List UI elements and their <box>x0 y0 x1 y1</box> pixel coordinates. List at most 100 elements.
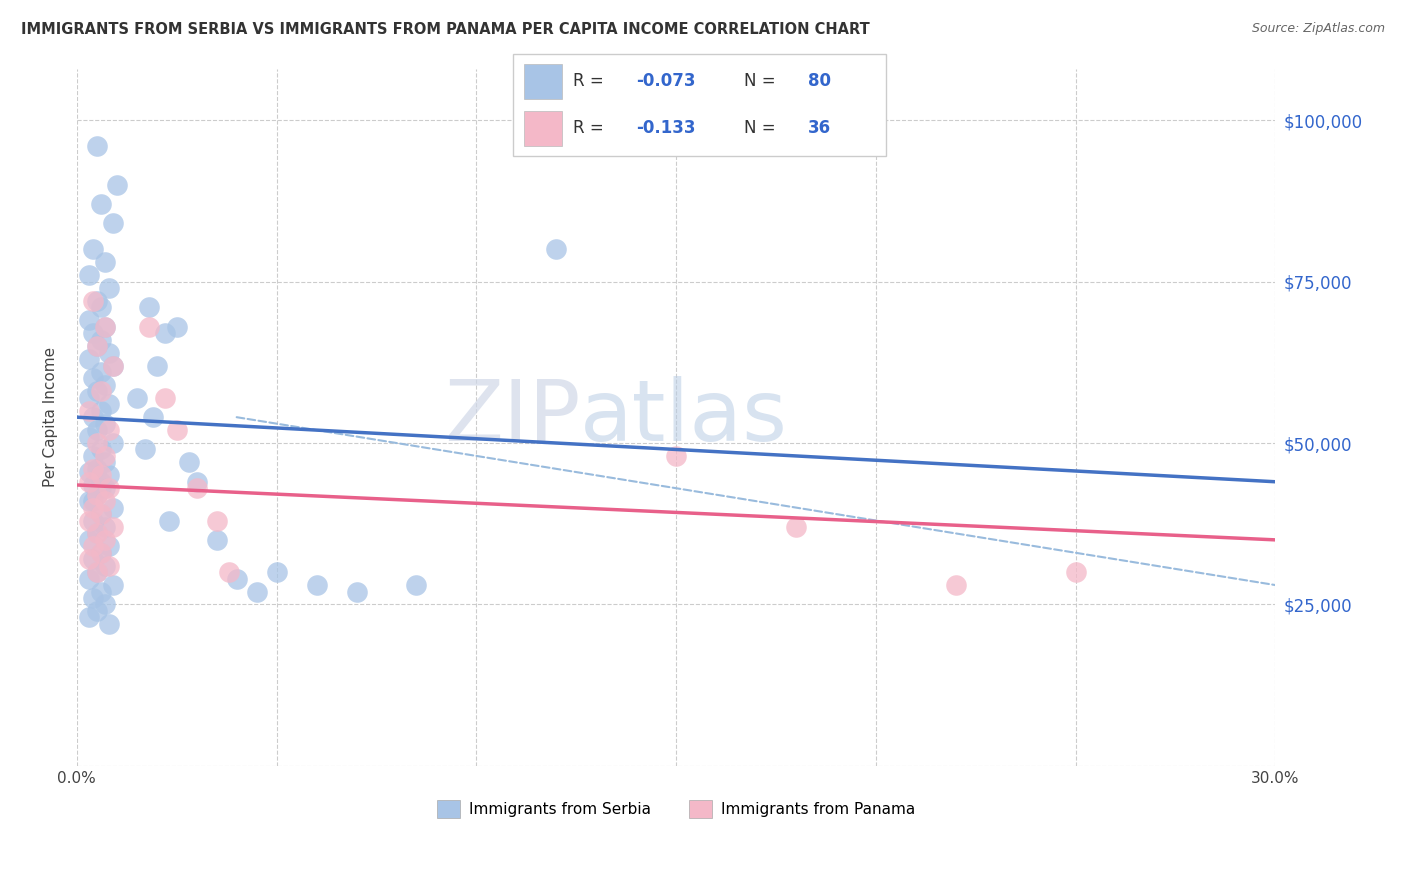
Point <box>94 255 117 269</box>
Point <box>90 333 112 347</box>
Point <box>86 139 108 153</box>
Point <box>94 319 117 334</box>
Point <box>101 359 124 373</box>
Point <box>82 552 104 566</box>
Point <box>97 558 120 573</box>
Point <box>86 339 108 353</box>
Point <box>82 326 104 341</box>
Point <box>77 465 100 479</box>
Point <box>94 558 117 573</box>
Point <box>77 429 100 443</box>
Point <box>205 533 228 547</box>
Point <box>218 565 240 579</box>
Y-axis label: Per Capita Income: Per Capita Income <box>44 347 58 487</box>
Point <box>101 500 124 515</box>
Point <box>94 378 117 392</box>
Point <box>82 410 104 425</box>
Point <box>166 319 188 334</box>
Text: -0.073: -0.073 <box>636 72 696 90</box>
Point <box>86 604 108 618</box>
Point <box>97 397 120 411</box>
Point <box>94 455 117 469</box>
Point <box>77 533 100 547</box>
Text: R =: R = <box>572 120 609 137</box>
Point <box>346 584 368 599</box>
Point <box>86 488 108 502</box>
Point <box>77 610 100 624</box>
Point <box>82 591 104 605</box>
Point <box>546 243 568 257</box>
Point <box>90 584 112 599</box>
Point <box>146 359 169 373</box>
Point <box>86 462 108 476</box>
Point <box>77 572 100 586</box>
Point <box>94 520 117 534</box>
Point <box>86 384 108 399</box>
Point <box>101 436 124 450</box>
Text: IMMIGRANTS FROM SERBIA VS IMMIGRANTS FROM PANAMA PER CAPITA INCOME CORRELATION C: IMMIGRANTS FROM SERBIA VS IMMIGRANTS FRO… <box>21 22 870 37</box>
Text: 36: 36 <box>807 120 831 137</box>
Text: ZIP: ZIP <box>444 376 581 458</box>
Point <box>1064 565 1087 579</box>
Point <box>101 359 124 373</box>
Text: N =: N = <box>744 120 782 137</box>
Point <box>90 546 112 560</box>
Point <box>77 403 100 417</box>
Text: 80: 80 <box>807 72 831 90</box>
Point <box>153 391 176 405</box>
Point <box>90 546 112 560</box>
Point <box>186 481 208 495</box>
Point <box>90 403 112 417</box>
Point <box>94 598 117 612</box>
Point <box>90 384 112 399</box>
Point <box>186 475 208 489</box>
Point <box>90 507 112 521</box>
Point <box>86 526 108 541</box>
Point <box>101 217 124 231</box>
Point <box>82 462 104 476</box>
Point <box>101 578 124 592</box>
Point <box>94 533 117 547</box>
Point <box>77 514 100 528</box>
FancyBboxPatch shape <box>513 54 886 156</box>
Point <box>94 319 117 334</box>
Point <box>97 539 120 553</box>
Point <box>101 520 124 534</box>
Point <box>77 391 100 405</box>
Point <box>86 565 108 579</box>
Point <box>90 475 112 489</box>
Point <box>305 578 328 592</box>
Point <box>105 178 128 192</box>
Point <box>90 301 112 315</box>
Point <box>246 584 269 599</box>
Point <box>94 449 117 463</box>
FancyBboxPatch shape <box>524 111 561 145</box>
Point <box>90 507 112 521</box>
Point <box>142 410 165 425</box>
Point <box>82 494 104 508</box>
Point <box>82 243 104 257</box>
Point <box>82 539 104 553</box>
Point <box>90 197 112 211</box>
Point <box>153 326 176 341</box>
Point <box>205 514 228 528</box>
Text: N =: N = <box>744 72 782 90</box>
Point <box>225 572 247 586</box>
Point <box>77 313 100 327</box>
Point <box>138 301 160 315</box>
Point <box>86 488 108 502</box>
Point <box>77 494 100 508</box>
Point <box>77 352 100 367</box>
Point <box>86 423 108 437</box>
Point <box>177 455 200 469</box>
Point <box>97 281 120 295</box>
Point <box>157 514 180 528</box>
Point <box>945 578 967 592</box>
Point <box>90 481 112 495</box>
Point <box>82 478 104 492</box>
Point <box>77 475 100 489</box>
Point <box>90 468 112 483</box>
Legend: Immigrants from Serbia, Immigrants from Panama: Immigrants from Serbia, Immigrants from … <box>430 794 921 824</box>
Point <box>97 468 120 483</box>
Point <box>134 442 156 457</box>
